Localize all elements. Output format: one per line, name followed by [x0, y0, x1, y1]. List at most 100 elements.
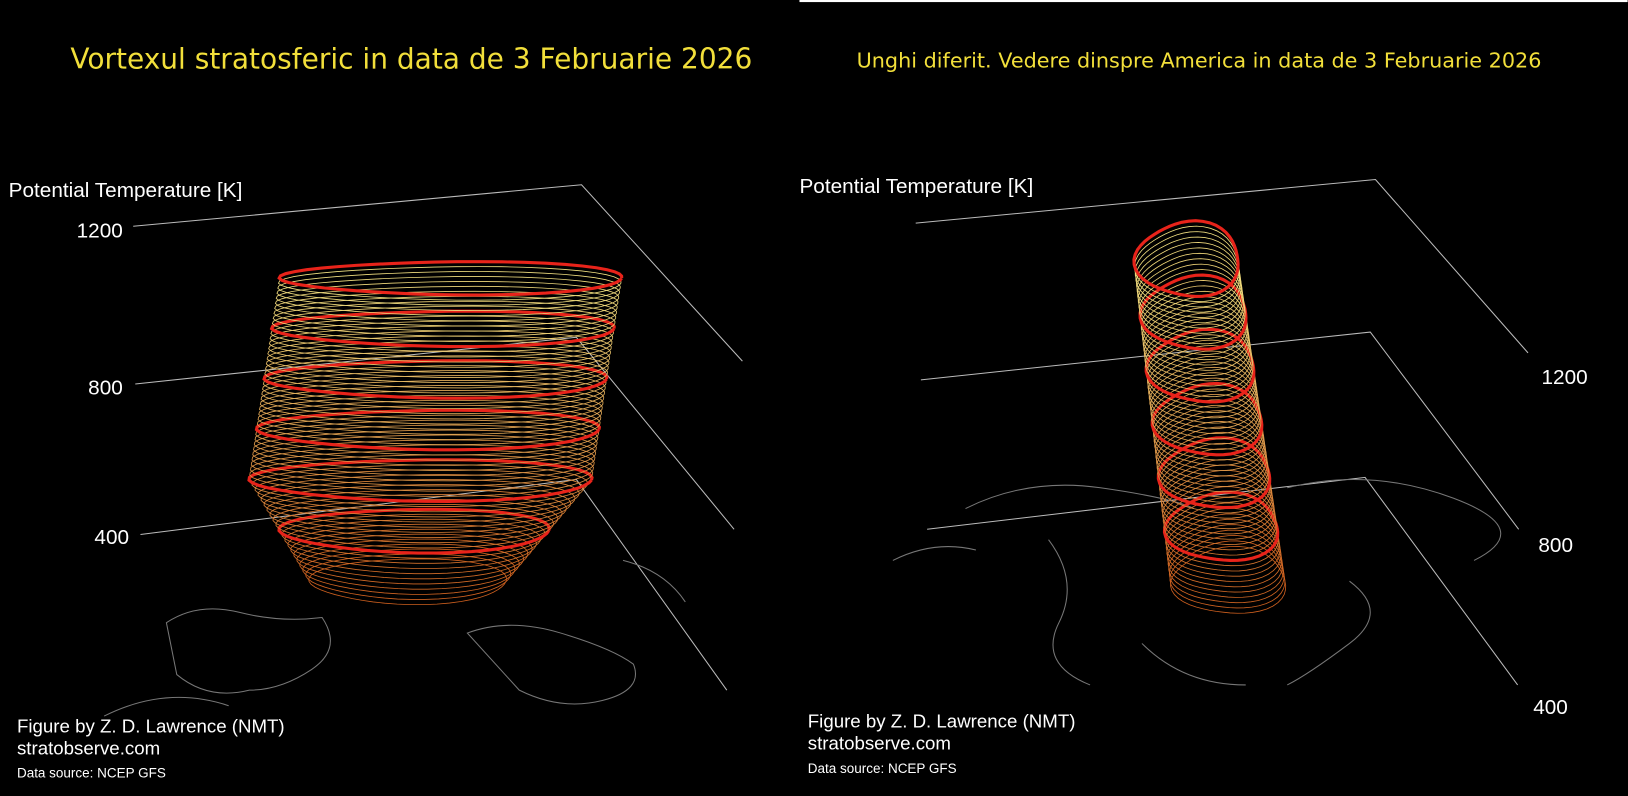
isentrope-ring — [253, 429, 597, 471]
isentrope-ring — [277, 260, 624, 297]
isentrope-ring — [261, 375, 606, 415]
axis-line — [915, 178, 1529, 354]
tick-label: 400 — [1533, 696, 1568, 719]
isentrope-ring — [257, 399, 602, 440]
isentrope-ring — [270, 315, 614, 353]
isentrope-ring — [1154, 410, 1267, 482]
isentrope-ring — [260, 380, 605, 420]
vortex — [247, 260, 624, 606]
isentrope-ring — [269, 320, 614, 358]
isentrope-ring — [1150, 366, 1260, 440]
isentrope-ring — [1167, 524, 1283, 593]
isentrope-ring — [247, 458, 594, 504]
isentrope-ring — [260, 479, 576, 523]
axis-label: Potential Temperature [K] — [9, 179, 243, 202]
isentrope-ring — [1147, 345, 1257, 419]
coastline — [103, 559, 686, 717]
isentrope-ring — [254, 469, 584, 513]
isentrope-ring — [1160, 459, 1274, 530]
tick-label: 1200 — [77, 220, 123, 243]
isentrope-ring — [1156, 436, 1272, 510]
axis-line — [135, 336, 735, 530]
isentrope-ring — [259, 385, 604, 425]
isentrope-ring — [1138, 263, 1245, 340]
isentrope-ring — [1144, 327, 1256, 404]
isentrope-ring — [272, 300, 617, 337]
isentrope-ring — [268, 330, 612, 368]
panel-title: Vortexul stratosferic in data de 3 Febru… — [70, 42, 752, 75]
isentrope-ring — [251, 464, 589, 507]
credit: stratobserve.com — [17, 737, 160, 758]
isentrope-ring — [1168, 535, 1285, 604]
coastline — [892, 478, 1502, 686]
isentrope-ring — [264, 355, 608, 394]
isentrope-ring — [1151, 377, 1262, 450]
isentrope-ring — [262, 359, 609, 400]
isentrope-ring — [252, 434, 597, 477]
panel-title: Unghi diferit. Vedere dinspre America in… — [857, 48, 1542, 72]
isentrope-ring — [1169, 540, 1286, 609]
isentrope-ring — [262, 365, 607, 404]
isentrope-ring — [265, 350, 609, 389]
isentrope-ring — [1144, 317, 1253, 392]
tick-label: 400 — [94, 526, 129, 549]
isentrope-ring — [1170, 545, 1287, 614]
isentrope-ring — [1150, 372, 1261, 445]
axis-line — [920, 331, 1520, 530]
tick-label: 1200 — [1542, 366, 1588, 389]
isentrope-ring — [265, 345, 610, 384]
isentrope-ring — [267, 335, 611, 373]
top-strip — [799, 0, 1628, 3]
isentrope-ring — [1132, 219, 1240, 298]
isentrope-ring — [277, 507, 551, 555]
axis-line — [140, 478, 728, 691]
credit: stratobserve.com — [808, 732, 951, 753]
left-panel: Vortexul stratosferic in data de 3 Febru… — [9, 42, 753, 780]
credit: Figure by Z. D. Lawrence (NMT) — [808, 711, 1076, 732]
isentrope-ring — [273, 295, 617, 332]
axis-line — [133, 184, 743, 362]
axis-label: Potential Temperature [K] — [799, 175, 1033, 198]
credit: Figure by Z. D. Lawrence (NMT) — [17, 716, 285, 737]
isentrope-ring — [256, 404, 601, 446]
isentrope-ring — [271, 305, 616, 342]
isentrope-ring — [263, 484, 572, 528]
isentrope-ring — [1165, 507, 1281, 577]
tick-label: 800 — [88, 376, 123, 399]
isentrope-ring — [305, 553, 512, 600]
isentrope-ring — [281, 513, 546, 559]
isentrope-ring — [251, 439, 596, 482]
isentrope-ring — [1149, 361, 1260, 435]
isentrope-ring — [275, 281, 620, 317]
isentrope-ring — [1154, 404, 1266, 477]
isentrope-ring — [275, 503, 555, 549]
axis-line — [927, 476, 1519, 686]
vortex — [1132, 219, 1287, 614]
isentrope-ring — [1145, 323, 1254, 398]
isentrope-ring — [269, 493, 563, 539]
isentrope-ring — [276, 276, 620, 311]
isentrope-ring — [257, 474, 580, 518]
isentrope-ring — [1135, 236, 1241, 313]
isentrope-ring — [250, 449, 594, 492]
credit: Data source: NCEP GFS — [17, 765, 166, 780]
isentrope-ring — [1148, 350, 1258, 424]
isentrope-ring — [268, 325, 613, 363]
isentrope-ring — [266, 340, 611, 378]
tick-label: 800 — [1538, 534, 1573, 557]
isentrope-ring — [1155, 415, 1268, 487]
isentrope-ring — [308, 558, 507, 606]
isentrope-ring — [296, 538, 525, 585]
isentrope-ring — [1157, 431, 1270, 503]
isentrope-ring — [269, 309, 616, 349]
isentrope-ring — [1166, 513, 1282, 582]
isentrope-ring — [277, 271, 621, 306]
right-panel: Unghi diferit. Vedere dinspre America in… — [799, 48, 1587, 776]
isentrope-ring — [262, 370, 606, 410]
isentrope-ring — [1159, 453, 1273, 524]
isentrope-ring — [1150, 381, 1264, 457]
credit: Data source: NCEP GFS — [808, 761, 957, 776]
isentrope-ring — [1160, 464, 1275, 535]
